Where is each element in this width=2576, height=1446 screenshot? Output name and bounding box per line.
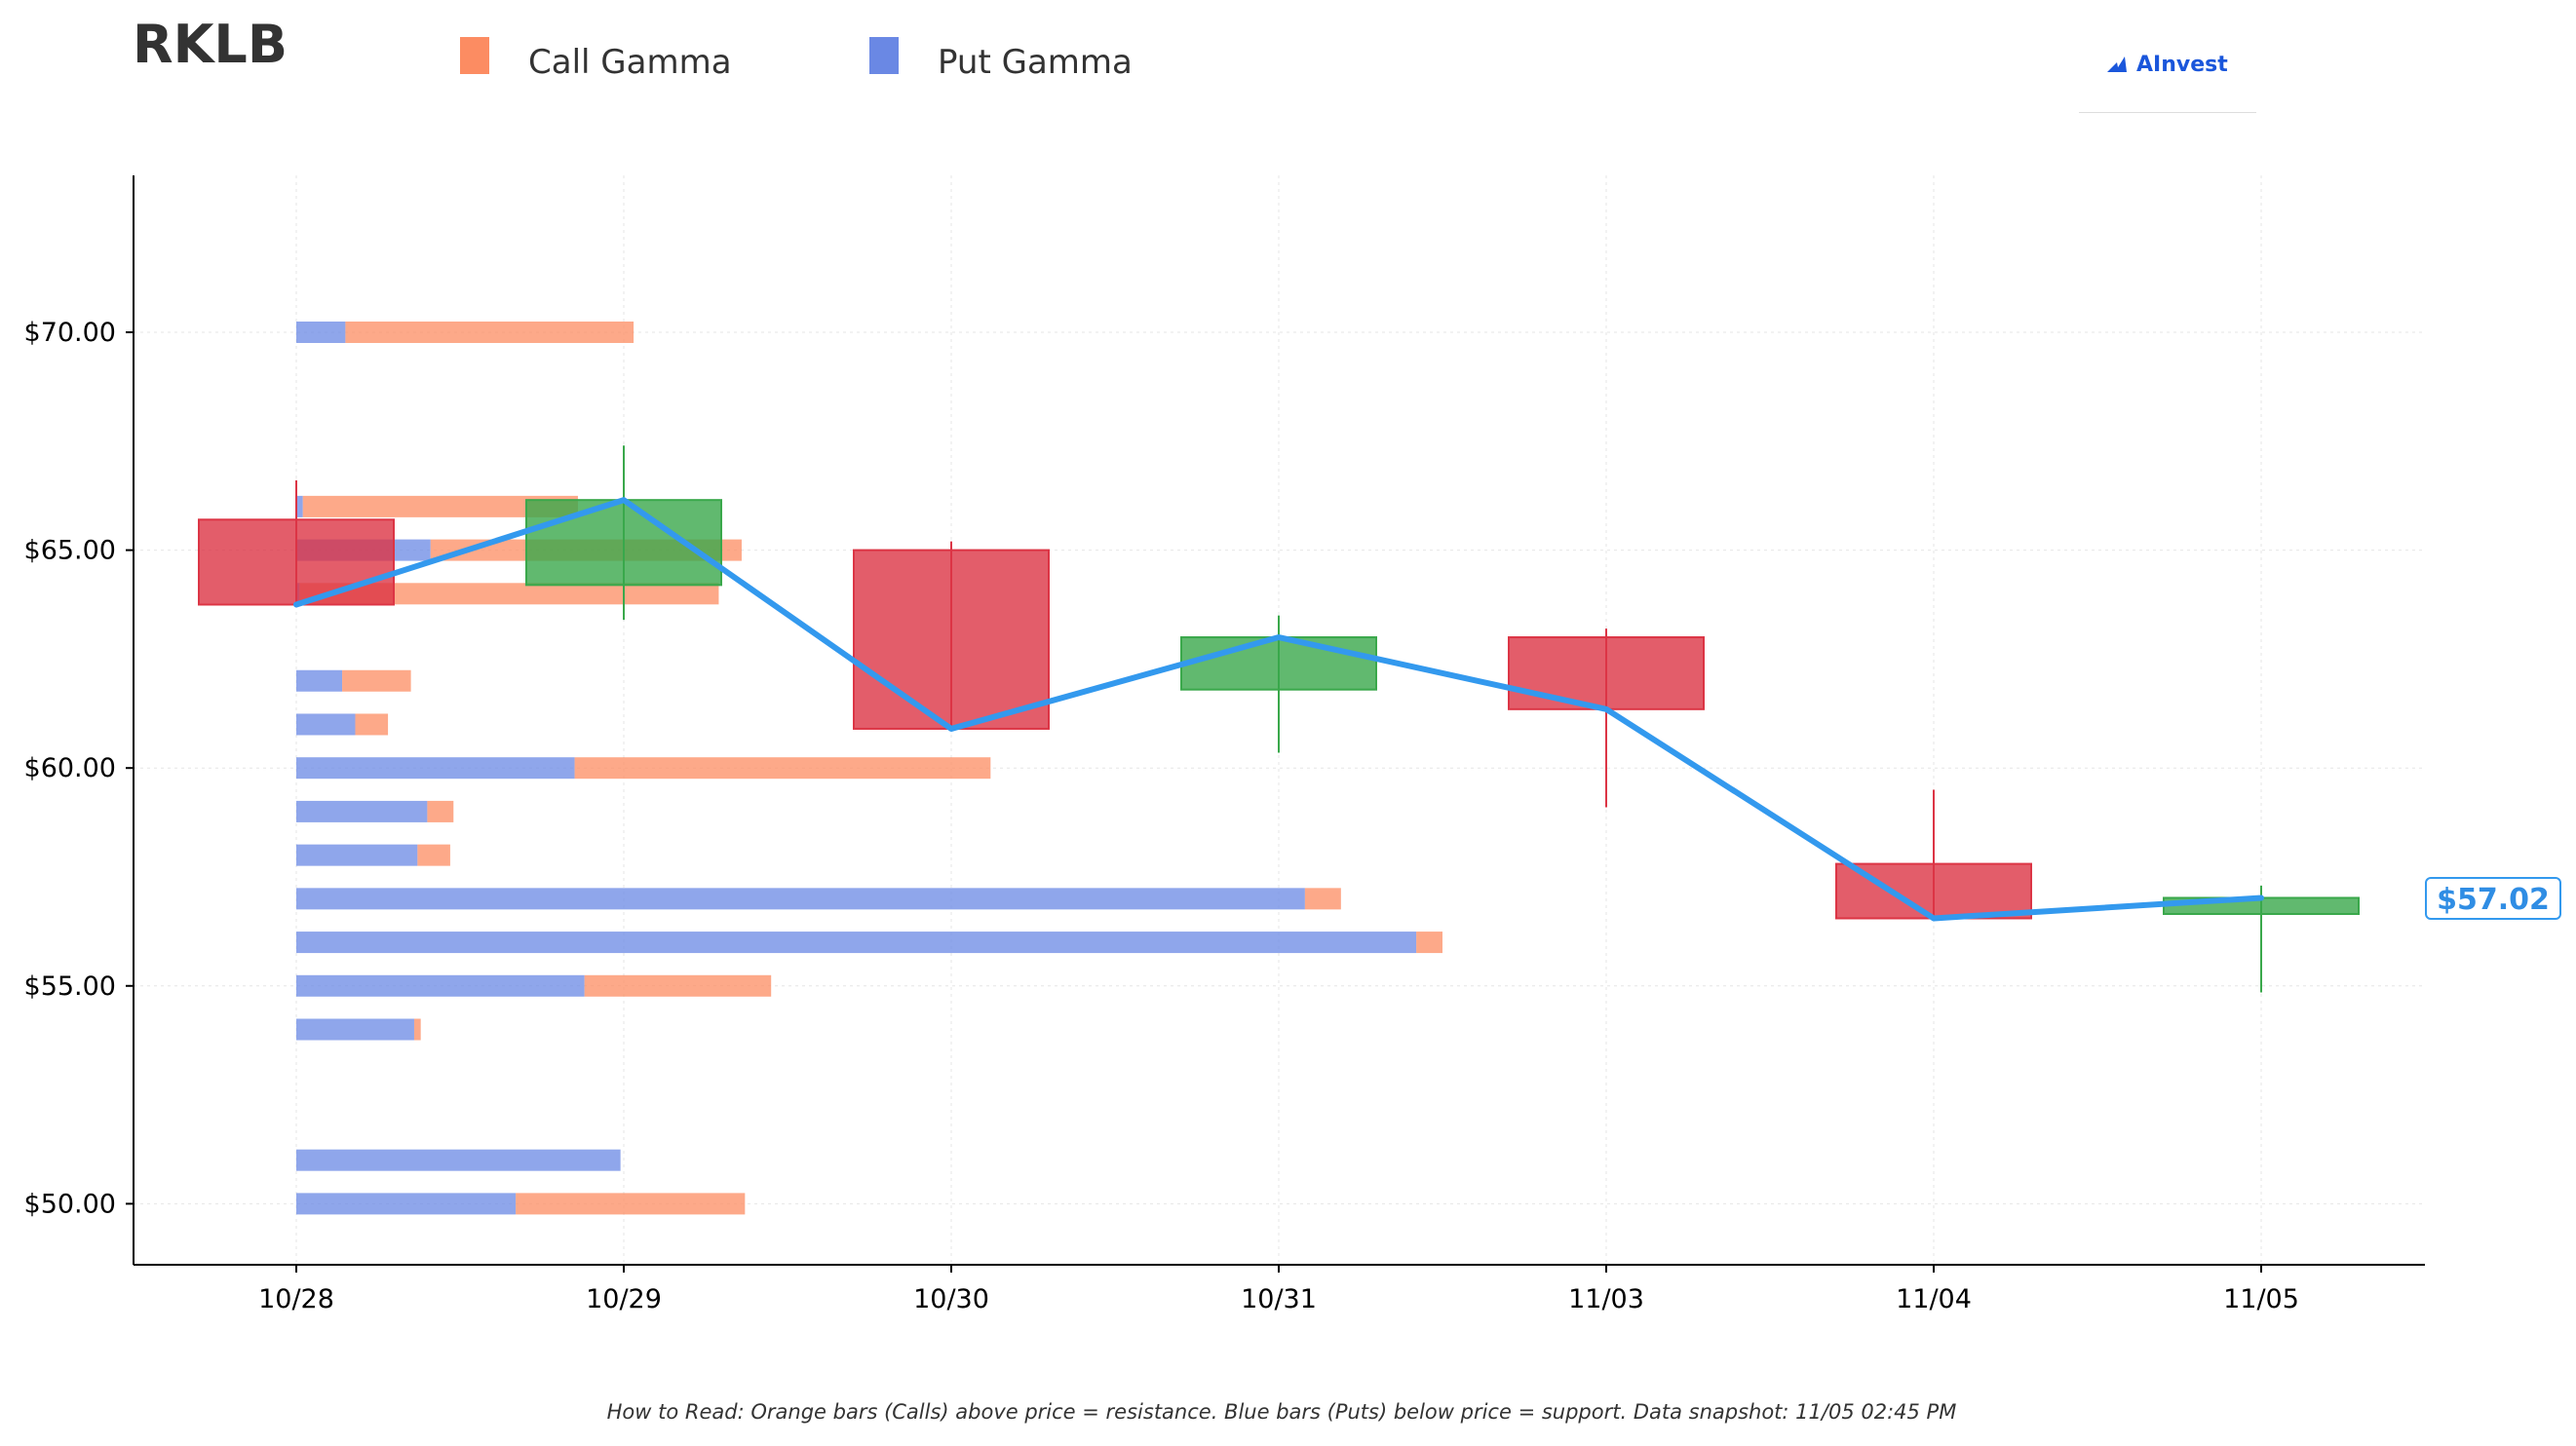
x-tick-label: 11/03 [1568, 1284, 1644, 1314]
call-gamma-bar [574, 757, 991, 780]
ainvest-logo-text: AInvest [2136, 53, 2228, 77]
ainvest-logo: AInvest [2105, 51, 2228, 80]
call-gamma-bar [302, 495, 578, 517]
put-gamma-bar [296, 1193, 517, 1215]
put-gamma-bar [296, 800, 428, 822]
call-gamma-bar [427, 800, 454, 822]
y-tick-label: $50.00 [24, 1189, 116, 1219]
close-price-line [293, 497, 2264, 922]
put-gamma-bar [296, 669, 343, 692]
put-gamma-bar [296, 1018, 414, 1041]
call-gamma-bar [1416, 932, 1442, 954]
x-tick-label: 10/31 [1241, 1284, 1317, 1314]
put-gamma-bar [296, 844, 418, 866]
grid [134, 175, 2425, 1265]
x-tick-label: 10/28 [258, 1284, 334, 1314]
legend: Call Gamma Put Gamma [0, 35, 1267, 94]
call-gamma-swatch [460, 37, 489, 74]
candles [198, 445, 2360, 993]
x-tick-label: 10/30 [913, 1284, 989, 1314]
gamma-bars [296, 321, 1442, 1215]
put-gamma-bar [296, 888, 1305, 910]
call-gamma-bar [1304, 888, 1341, 910]
call-gamma-label: Call Gamma [528, 43, 732, 82]
call-gamma-bar [345, 321, 634, 343]
brand-divider [2079, 112, 2256, 113]
close-line-path [293, 497, 2264, 922]
current-price-tag: $57.02 [2425, 877, 2561, 920]
put-gamma-label: Put Gamma [938, 43, 1133, 82]
candle-body [525, 499, 722, 587]
axes: $50.00 $55.00 $60.00 $65.00 $70.00 10/28 10/29… [24, 175, 2425, 1314]
x-tick-label: 11/05 [2223, 1284, 2299, 1314]
x-tick-label: 10/29 [586, 1284, 662, 1314]
put-gamma-swatch [869, 37, 899, 74]
put-gamma-bar [296, 1149, 621, 1171]
put-gamma-bar [296, 757, 575, 780]
ainvest-logo-icon [2107, 57, 2127, 72]
y-tick-label: $70.00 [24, 318, 116, 348]
put-gamma-bar [296, 932, 1417, 954]
candle-body [198, 518, 395, 606]
y-tick-label: $65.00 [24, 536, 116, 566]
candle-body [1180, 636, 1377, 691]
call-gamma-bar [413, 1018, 421, 1041]
call-gamma-bar [342, 669, 411, 692]
candle-body [1508, 636, 1705, 710]
y-tick-label: $60.00 [24, 753, 116, 783]
candle-body [853, 549, 1050, 730]
ticker-title: RKLB [133, 14, 288, 75]
put-gamma-bar [296, 713, 356, 736]
x-tick-label: 11/04 [1896, 1284, 1972, 1314]
call-gamma-bar [417, 844, 450, 866]
put-gamma-bar [296, 495, 303, 517]
how-to-read-footer: How to Read: Orange bars (Calls) above p… [606, 1400, 1957, 1424]
call-gamma-bar [299, 583, 719, 605]
call-gamma-bar [516, 1193, 746, 1215]
y-tick-label: $55.00 [24, 971, 116, 1002]
gamma-candlestick-chart: $50.00 $55.00 $60.00 $65.00 $70.00 10/28 10/29… [24, 175, 2425, 1314]
put-gamma-bar [296, 321, 346, 343]
put-gamma-bar [296, 974, 585, 997]
candle-body [1835, 862, 2032, 920]
call-gamma-bar [584, 974, 772, 997]
call-gamma-bar [355, 713, 389, 736]
